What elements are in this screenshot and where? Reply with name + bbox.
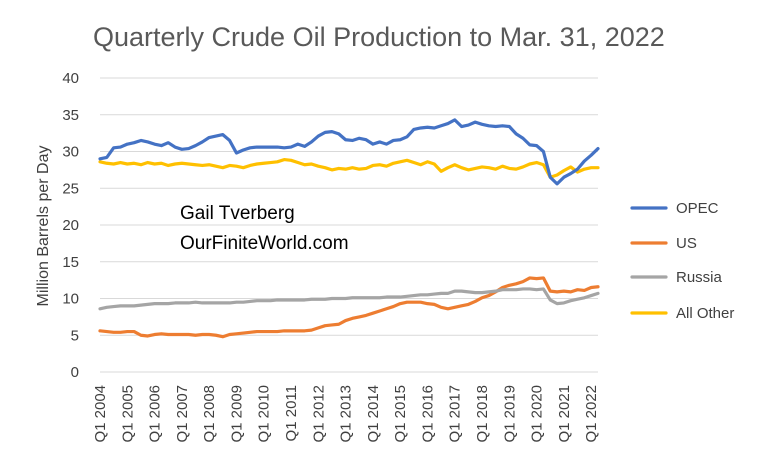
annotation-website: OurFiniteWorld.com bbox=[180, 233, 349, 254]
legend-label-russia: Russia bbox=[676, 269, 723, 286]
x-tick-label: Q1 2015 bbox=[392, 385, 409, 443]
x-tick-label: Q1 2018 bbox=[474, 385, 491, 443]
y-tick-label: 20 bbox=[62, 217, 79, 234]
y-tick-label: 5 bbox=[71, 327, 79, 344]
x-tick-label: Q1 2013 bbox=[338, 385, 355, 443]
x-tick-label: Q1 2005 bbox=[119, 385, 136, 443]
x-tick-label: Q1 2022 bbox=[583, 385, 600, 443]
y-tick-label: 15 bbox=[62, 254, 79, 271]
x-tick-label: Q1 2007 bbox=[174, 385, 191, 443]
x-tick-label: Q1 2011 bbox=[283, 385, 300, 441]
y-tick-label: 10 bbox=[62, 291, 79, 308]
series-line-opec bbox=[98, 118, 600, 186]
legend-label-us: US bbox=[676, 235, 697, 252]
y-tick-label: 0 bbox=[71, 364, 79, 381]
x-tick-label: Q1 2006 bbox=[147, 385, 164, 443]
x-tick-label: Q1 2012 bbox=[310, 385, 327, 443]
y-tick-label: 35 bbox=[62, 107, 79, 124]
series-line-all-other bbox=[98, 157, 600, 179]
x-tick-label: Q1 2017 bbox=[447, 385, 464, 443]
x-tick-label: Q1 2004 bbox=[92, 385, 109, 443]
x-tick-label: Q1 2008 bbox=[201, 385, 218, 443]
x-tick-label: Q1 2010 bbox=[256, 385, 273, 443]
series-line-us bbox=[98, 276, 600, 339]
gridlines bbox=[100, 77, 598, 373]
series-line-russia bbox=[98, 287, 600, 311]
legend-label-all-other: All Other bbox=[676, 305, 734, 322]
y-axis-label: Million Barrels per Day bbox=[35, 146, 52, 307]
x-tick-label: Q1 2021 bbox=[556, 385, 573, 443]
x-tick-label: Q1 2019 bbox=[501, 385, 518, 443]
y-tick-label: 25 bbox=[62, 180, 79, 197]
x-tick-label: Q1 2020 bbox=[529, 385, 546, 443]
legend-label-opec: OPEC bbox=[676, 200, 719, 217]
y-axis-ticks: 0 5 10 15 20 25 30 35 40 bbox=[62, 70, 79, 381]
legend: OPEC US Russia All Other bbox=[630, 200, 734, 322]
y-tick-label: 40 bbox=[62, 70, 79, 87]
x-tick-label: Q1 2014 bbox=[365, 385, 382, 443]
chart-title: Quarterly Crude Oil Production to Mar. 3… bbox=[93, 22, 665, 52]
x-axis-ticks: Q1 2004 Q1 2005 Q1 2006 Q1 2007 Q1 2008 Q1 20… bbox=[92, 385, 600, 443]
series-lines bbox=[98, 118, 600, 339]
x-tick-label: Q1 2016 bbox=[419, 385, 436, 443]
x-tick-label: Q1 2009 bbox=[228, 385, 245, 443]
annotation-author: Gail Tverberg bbox=[180, 203, 295, 224]
y-tick-label: 30 bbox=[62, 144, 79, 161]
